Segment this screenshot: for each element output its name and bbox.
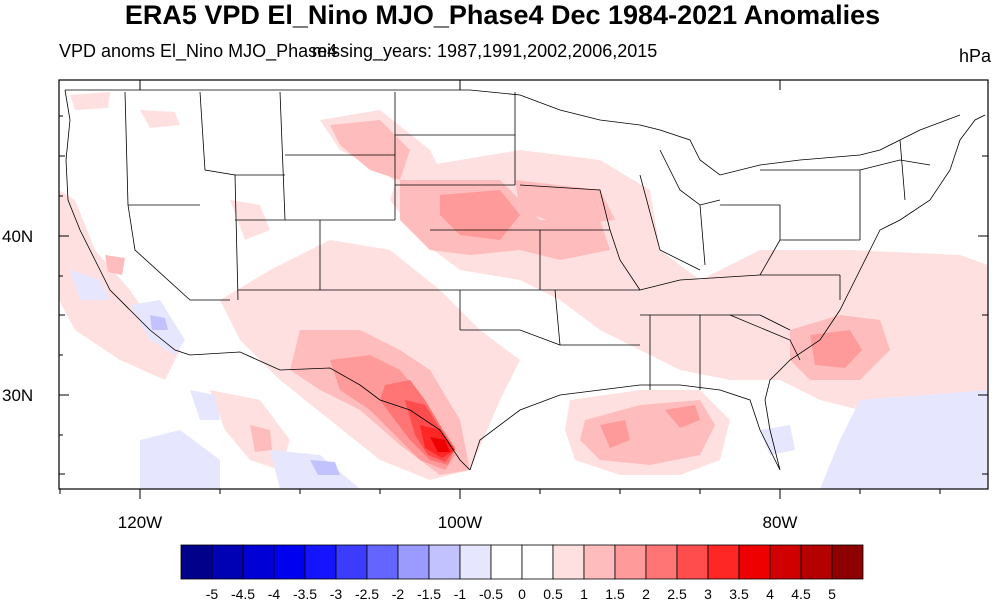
lon-label-100w: 100W — [438, 513, 482, 532]
units-label: hPa — [958, 46, 991, 66]
colorbar-label: 1.5 — [605, 586, 625, 602]
colorbar-swatch — [769, 544, 802, 580]
colorbar-swatch — [180, 544, 213, 580]
colorbar-label: 2 — [642, 586, 650, 602]
colorbar-label: 1 — [580, 586, 588, 602]
state-boundaries — [64, 89, 986, 471]
subtitle-center: missing_years: 1987,1991,2002,2006,2015 — [312, 41, 658, 61]
colorbar-label: -4 — [268, 586, 281, 602]
map-frame — [58, 79, 989, 490]
subtitle-left: VPD anoms El_Nino MJO_Phase4 — [59, 41, 338, 61]
colorbar-label: -1.5 — [417, 586, 441, 602]
colorbar-label: 3 — [704, 586, 712, 602]
lat-label-40n: 40N — [2, 227, 33, 246]
colorbar-swatch — [304, 544, 337, 580]
colorbar-label: 0.5 — [543, 586, 563, 602]
colorbar-label: 2.5 — [667, 586, 687, 602]
colorbar-swatch — [397, 544, 430, 580]
colorbar-label: -2.5 — [355, 586, 379, 602]
colorbar-label: -0.5 — [479, 586, 503, 602]
colorbar-swatch — [273, 544, 306, 580]
colorbar-label: 0 — [518, 586, 526, 602]
colorbar-swatch — [552, 544, 585, 580]
colorbar-swatch — [831, 544, 864, 580]
colorbar-swatch — [459, 544, 492, 580]
lon-label-120w: 120W — [118, 513, 162, 532]
colorbar-label: 3.5 — [729, 586, 749, 602]
colorbar-label: 4.5 — [791, 586, 811, 602]
colorbar-label: -1 — [454, 586, 467, 602]
colorbar-swatch — [521, 544, 554, 580]
colorbar-label: -3.5 — [293, 586, 317, 602]
colorbar-swatch — [614, 544, 647, 580]
colorbar-label: 5 — [828, 586, 836, 602]
colorbar-label: -3 — [330, 586, 343, 602]
colorbar-swatch — [707, 544, 740, 580]
colorbar-swatch — [211, 544, 244, 580]
colorbar: -5 -4.5 -4 -3.5 -3 -2.5 -2 -1.5 -1 -0.5 0 0.5 1 1.5 2 2… — [180, 544, 864, 602]
colorbar-swatch — [490, 544, 523, 580]
axis-ticks — [59, 80, 988, 499]
colorbar-label: -2 — [392, 586, 405, 602]
colorbar-swatch — [738, 544, 771, 580]
colorbar-swatch — [645, 544, 678, 580]
colorbar-label: -5 — [206, 586, 219, 602]
colorbar-swatch — [366, 544, 399, 580]
lat-label-30n: 30N — [2, 386, 33, 405]
colorbar-swatch — [676, 544, 709, 580]
colorbar-label: 4 — [766, 586, 774, 602]
colorbar-label: -4.5 — [231, 586, 255, 602]
colorbar-swatch — [335, 544, 368, 580]
colorbar-swatch — [800, 544, 833, 580]
colorbar-swatch — [428, 544, 461, 580]
colorbar-swatch — [583, 544, 616, 580]
map-title: ERA5 VPD El_Nino MJO_Phase4 Dec 1984-202… — [124, 0, 881, 30]
colorbar-swatch — [242, 544, 275, 580]
anomaly-shading — [59, 92, 988, 489]
lon-label-80w: 80W — [763, 513, 798, 532]
